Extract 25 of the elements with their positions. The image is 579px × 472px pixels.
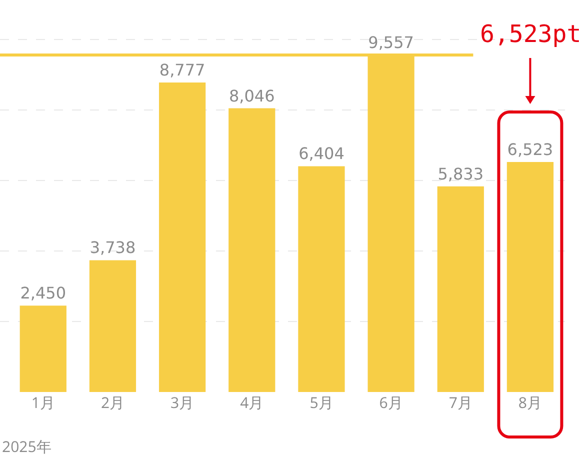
bar (20, 306, 66, 392)
x-tick-label: 8月 (518, 393, 542, 413)
bar (89, 260, 136, 392)
data-label: 6,523 (507, 140, 554, 159)
bar (437, 186, 484, 392)
x-tick-label: 2月 (100, 393, 125, 413)
text: 6,523pt (480, 20, 579, 48)
x-tick-label: 3月 (170, 393, 194, 413)
x-tick-label: 7月 (448, 393, 472, 413)
data-label: 8,777 (159, 60, 206, 80)
data-label: 6,404 (298, 144, 344, 164)
bar (228, 108, 276, 392)
x-tick-label: 5月 (310, 393, 334, 413)
data-label: 8,046 (228, 86, 275, 106)
text: 2025年 (2, 437, 52, 457)
data-label: 9,557 (368, 33, 414, 52)
bar (158, 82, 206, 392)
x-tick-label: 4月 (240, 393, 264, 413)
x-tick-label: 1月 (31, 393, 55, 413)
data-label: 3,738 (90, 238, 136, 258)
x-tick-label: 6月 (379, 393, 403, 413)
bar (298, 166, 345, 392)
bar (506, 162, 554, 392)
data-label: 5,833 (438, 164, 484, 184)
data-label: 2,450 (20, 284, 66, 303)
